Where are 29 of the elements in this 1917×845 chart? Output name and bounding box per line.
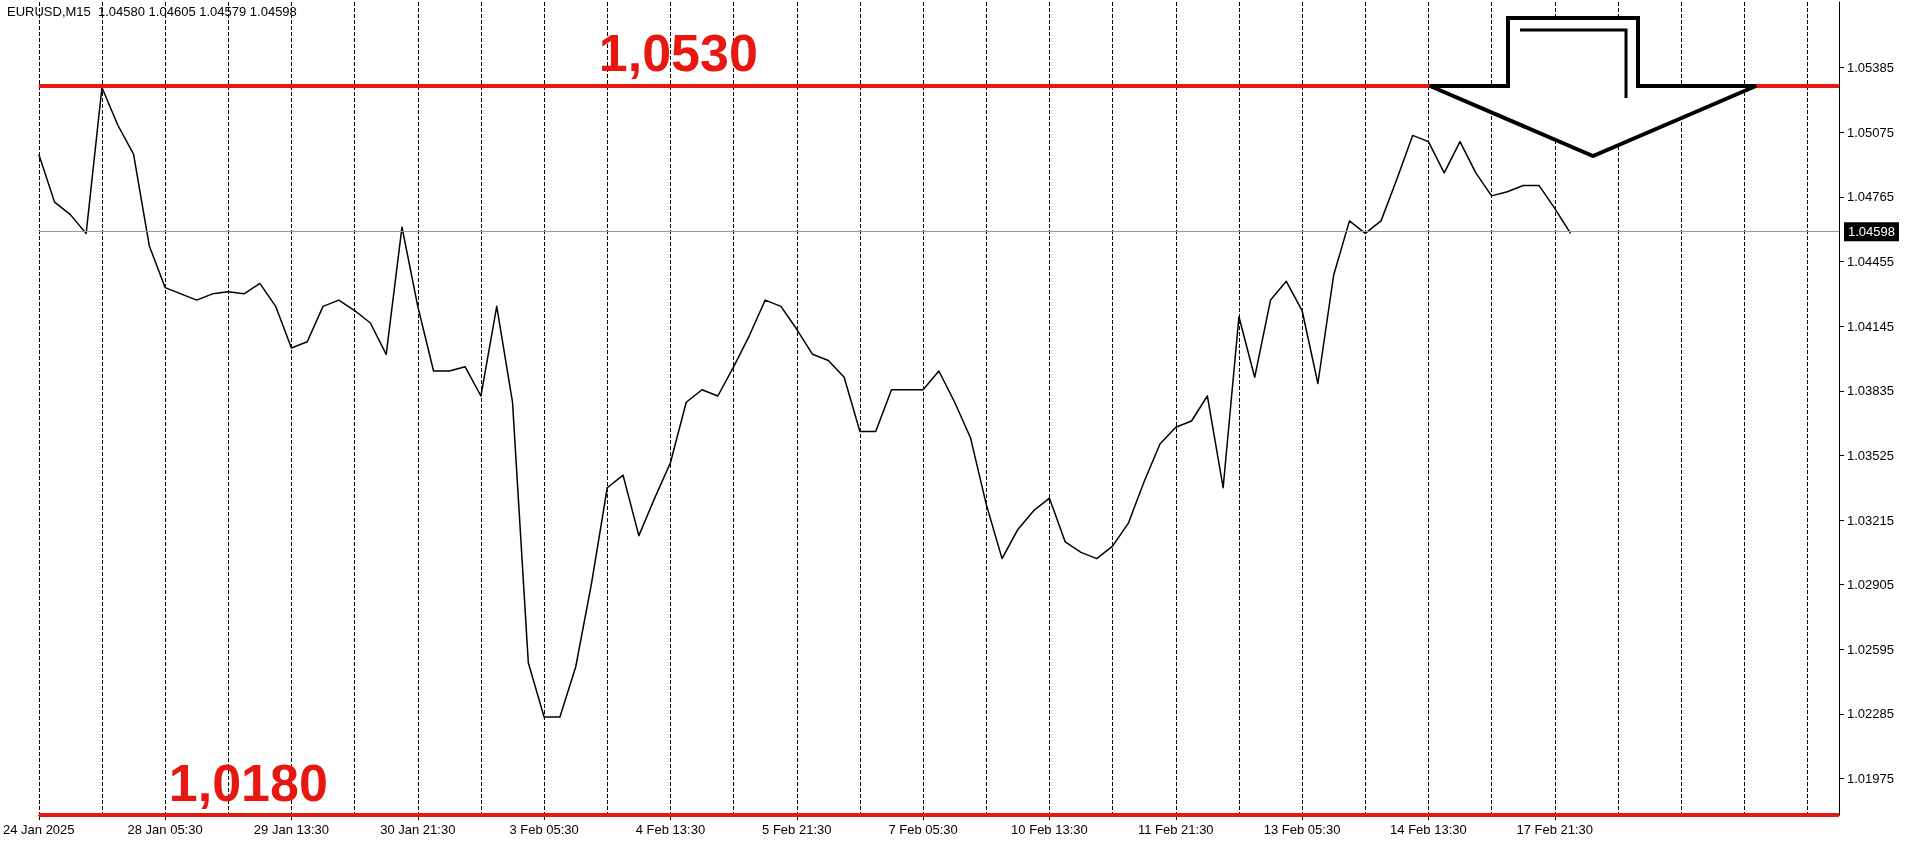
y-tick-label: 1.05385 [1847,60,1894,76]
y-tick-label: 1.01975 [1847,771,1894,787]
x-tick-label: 4 Feb 13:30 [635,822,706,837]
x-tick-label: 30 Jan 21:30 [380,822,456,837]
y-tick-label: 1.02595 [1847,641,1894,657]
y-tick-label: 1.04765 [1847,189,1894,205]
x-tick-label: 24 Jan 2025 [2,822,75,837]
x-tick-label: 14 Feb 13:30 [1390,822,1467,837]
ref-line-label: 1.04598 [1848,224,1895,240]
ref-line-label: 1,0180 [168,754,328,812]
y-tick-label: 1.03835 [1847,383,1894,399]
x-tick-label: 3 Feb 05:30 [509,822,579,837]
x-tick-label: 13 Feb 05:30 [1263,822,1341,837]
x-tick-label: 28 Jan 05:30 [127,822,203,837]
ref-line-label: 1,0530 [598,24,758,83]
x-tick-label: 7 Feb 05:30 [888,822,958,837]
y-tick-label: 1.04145 [1847,318,1894,334]
x-tick-label: 5 Feb 21:30 [762,822,832,837]
y-tick-label: 1.03215 [1847,512,1894,528]
chart-title: EURUSD,M15 1.04580 1.04605 1.04579 1.04598 [7,4,297,19]
y-tick-label: 1.02285 [1847,706,1894,722]
x-tick-label: 17 Feb 21:30 [1516,822,1594,837]
x-tick-label: 10 Feb 13:30 [1011,822,1088,837]
x-tick-label: 29 Jan 13:30 [253,822,330,837]
y-tick-label: 1.02905 [1847,577,1894,593]
y-tick-label: 1.04455 [1847,254,1894,270]
y-tick-label: 1.03525 [1847,447,1894,463]
y-tick-label: 1.05075 [1847,124,1894,140]
x-tick-label: 11 Feb 21:30 [1137,822,1214,837]
